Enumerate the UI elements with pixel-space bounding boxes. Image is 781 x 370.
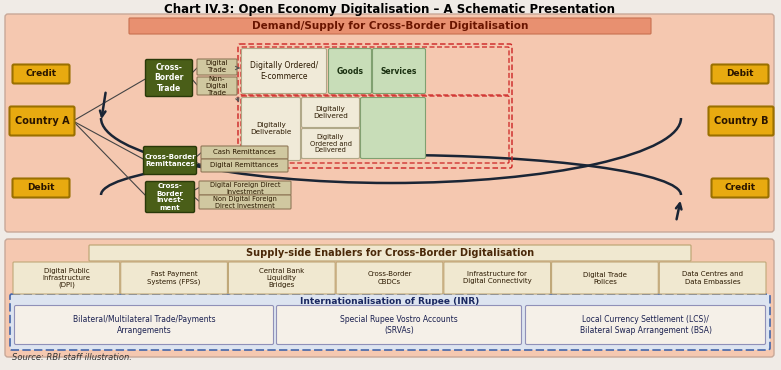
FancyBboxPatch shape bbox=[659, 262, 766, 294]
Text: Debit: Debit bbox=[726, 70, 754, 78]
Text: Data Centres and
Data Embassies: Data Centres and Data Embassies bbox=[682, 272, 744, 285]
Text: Cross-Border
CBDCs: Cross-Border CBDCs bbox=[367, 272, 412, 285]
FancyBboxPatch shape bbox=[241, 98, 301, 161]
Text: Credit: Credit bbox=[26, 70, 56, 78]
Text: Debit: Debit bbox=[27, 184, 55, 192]
FancyBboxPatch shape bbox=[551, 262, 658, 294]
FancyBboxPatch shape bbox=[329, 48, 372, 94]
Text: Cross-Border
Remittances: Cross-Border Remittances bbox=[144, 154, 196, 167]
FancyBboxPatch shape bbox=[361, 98, 426, 158]
FancyBboxPatch shape bbox=[13, 262, 119, 294]
FancyBboxPatch shape bbox=[373, 48, 426, 94]
Text: Non-
Digital
Trade: Non- Digital Trade bbox=[205, 76, 228, 96]
Text: Chart IV.3: Open Economy Digitalisation – A Schematic Presentation: Chart IV.3: Open Economy Digitalisation … bbox=[165, 3, 615, 16]
Text: Source: RBI staff illustration.: Source: RBI staff illustration. bbox=[12, 353, 132, 363]
FancyBboxPatch shape bbox=[711, 178, 769, 198]
Text: Infrastructure for
Digital Connectivity: Infrastructure for Digital Connectivity bbox=[463, 272, 532, 285]
FancyBboxPatch shape bbox=[444, 262, 551, 294]
Text: Internationalisation of Rupee (INR): Internationalisation of Rupee (INR) bbox=[301, 296, 480, 306]
Text: Digital Trade
Polices: Digital Trade Polices bbox=[583, 272, 627, 285]
Text: Special Rupee Vostro Accounts
(SRVAs): Special Rupee Vostro Accounts (SRVAs) bbox=[340, 315, 458, 335]
Text: Demand/Supply for Cross-Border Digitalisation: Demand/Supply for Cross-Border Digitalis… bbox=[251, 21, 528, 31]
FancyBboxPatch shape bbox=[201, 159, 288, 172]
Text: Digitally
Deliverable: Digitally Deliverable bbox=[251, 122, 291, 135]
Text: Supply-side Enablers for Cross-Border Digitalisation: Supply-side Enablers for Cross-Border Di… bbox=[246, 248, 534, 258]
FancyBboxPatch shape bbox=[526, 306, 765, 344]
Text: Country A: Country A bbox=[15, 116, 70, 126]
Text: Digitally
Delivered: Digitally Delivered bbox=[313, 106, 348, 119]
Text: Digital Public
Infrastructure
(DPI): Digital Public Infrastructure (DPI) bbox=[42, 268, 91, 288]
FancyBboxPatch shape bbox=[12, 178, 70, 198]
Text: Goods: Goods bbox=[337, 67, 363, 75]
Text: Cross-
Border
Invest-
ment: Cross- Border Invest- ment bbox=[156, 184, 184, 211]
FancyBboxPatch shape bbox=[129, 18, 651, 34]
Text: Central Bank
Liquidity
Bridges: Central Bank Liquidity Bridges bbox=[259, 268, 305, 288]
Text: Digitally
Ordered and
Delivered: Digitally Ordered and Delivered bbox=[309, 134, 351, 154]
FancyBboxPatch shape bbox=[89, 245, 691, 261]
FancyBboxPatch shape bbox=[199, 181, 291, 195]
FancyBboxPatch shape bbox=[121, 262, 227, 294]
Text: Fast Payment
Systems (FPSs): Fast Payment Systems (FPSs) bbox=[148, 271, 201, 285]
FancyBboxPatch shape bbox=[145, 60, 192, 97]
FancyBboxPatch shape bbox=[336, 262, 443, 294]
FancyBboxPatch shape bbox=[5, 239, 774, 357]
FancyBboxPatch shape bbox=[10, 294, 770, 350]
FancyBboxPatch shape bbox=[9, 107, 74, 135]
Text: Digital Remittances: Digital Remittances bbox=[210, 162, 279, 168]
Text: Services: Services bbox=[381, 67, 417, 75]
FancyBboxPatch shape bbox=[711, 64, 769, 84]
FancyBboxPatch shape bbox=[276, 306, 522, 344]
Text: Digital
Trade: Digital Trade bbox=[205, 61, 228, 74]
FancyBboxPatch shape bbox=[144, 147, 197, 175]
FancyBboxPatch shape bbox=[197, 77, 237, 95]
Text: Country B: Country B bbox=[714, 116, 769, 126]
FancyBboxPatch shape bbox=[197, 59, 237, 75]
Text: Bilateral/Multilateral Trade/Payments
Arrangements: Bilateral/Multilateral Trade/Payments Ar… bbox=[73, 315, 216, 335]
Text: Digital Foreign Direct
Investment: Digital Foreign Direct Investment bbox=[210, 182, 280, 195]
FancyBboxPatch shape bbox=[199, 195, 291, 209]
FancyBboxPatch shape bbox=[241, 48, 326, 94]
Text: Credit: Credit bbox=[725, 184, 755, 192]
Text: Cash Remittances: Cash Remittances bbox=[213, 149, 276, 155]
FancyBboxPatch shape bbox=[145, 182, 194, 212]
FancyBboxPatch shape bbox=[708, 107, 773, 135]
FancyBboxPatch shape bbox=[228, 262, 335, 294]
FancyBboxPatch shape bbox=[15, 306, 273, 344]
FancyBboxPatch shape bbox=[201, 146, 288, 159]
FancyBboxPatch shape bbox=[301, 98, 359, 128]
Text: Non Digital Foreign
Direct Investment: Non Digital Foreign Direct Investment bbox=[213, 195, 277, 209]
Text: Local Currency Settlement (LCS)/
Bilateral Swap Arrangement (BSA): Local Currency Settlement (LCS)/ Bilater… bbox=[580, 315, 711, 335]
Text: Cross-
Border
Trade: Cross- Border Trade bbox=[155, 63, 184, 93]
FancyBboxPatch shape bbox=[12, 64, 70, 84]
Text: Digitally Ordered/
E-commerce: Digitally Ordered/ E-commerce bbox=[250, 61, 318, 81]
FancyBboxPatch shape bbox=[301, 128, 359, 158]
FancyBboxPatch shape bbox=[5, 14, 774, 232]
